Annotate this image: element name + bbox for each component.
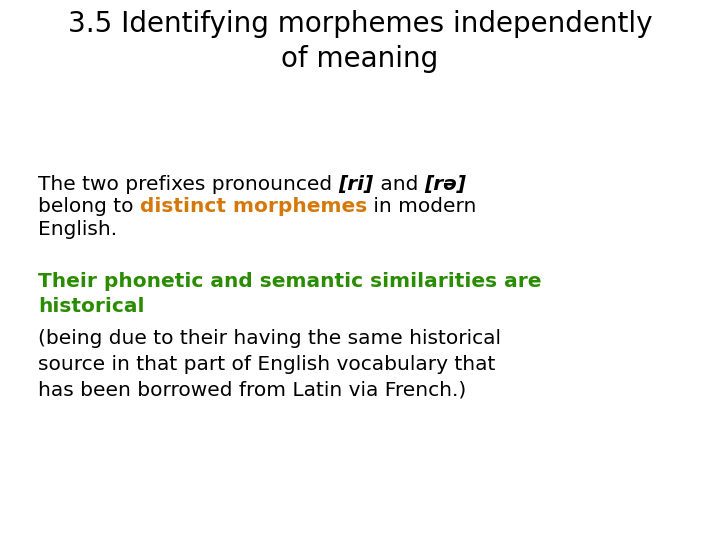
Text: and: and <box>374 175 425 194</box>
Text: [rə]: [rə] <box>425 175 467 194</box>
Text: (being due to their having the same historical
source in that part of English vo: (being due to their having the same hist… <box>38 329 501 400</box>
Text: [ri]: [ri] <box>338 175 374 194</box>
Text: belong to: belong to <box>38 198 140 217</box>
Text: English.: English. <box>38 220 117 239</box>
Text: in modern: in modern <box>367 198 477 217</box>
Text: distinct morphemes: distinct morphemes <box>140 198 367 217</box>
Text: 3.5 Identifying morphemes independently
of meaning: 3.5 Identifying morphemes independently … <box>68 10 652 72</box>
Text: Their phonetic and semantic similarities are
historical: Their phonetic and semantic similarities… <box>38 272 541 316</box>
Text: The two prefixes pronounced: The two prefixes pronounced <box>38 175 338 194</box>
